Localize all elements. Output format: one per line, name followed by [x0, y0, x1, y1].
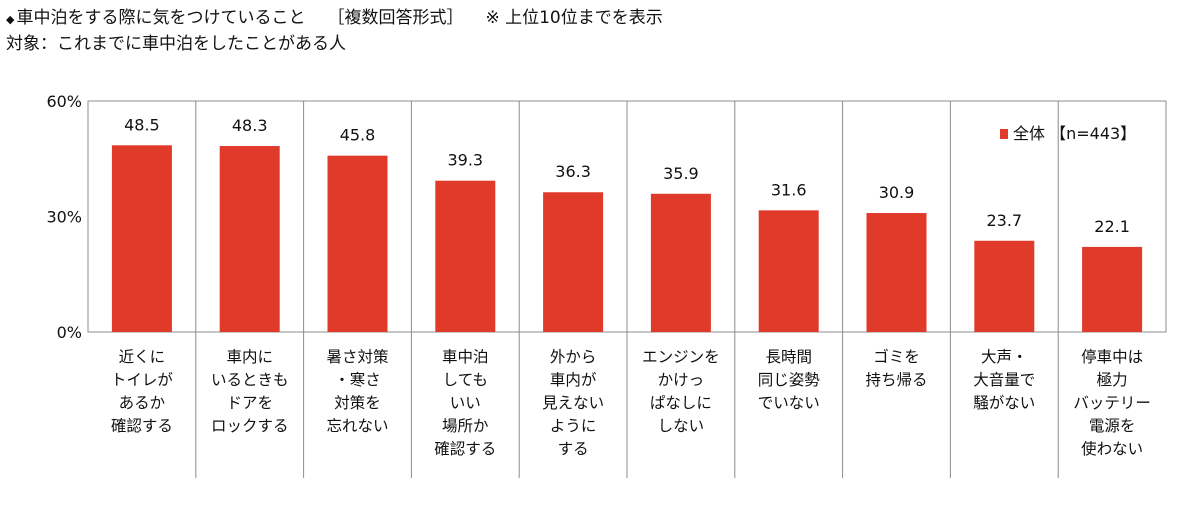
category-label-line: 長時間: [765, 348, 812, 366]
category-label: 停車中は極力バッテリー電源を使わない: [1073, 348, 1151, 458]
category-label-line: 確認する: [434, 440, 496, 458]
category-label-line: 暑さ対策: [326, 348, 388, 366]
value-label: 31.6: [771, 180, 807, 199]
bar: [866, 213, 927, 332]
category-label-line: ゴミを: [873, 347, 920, 366]
category-label-line: 持ち帰る: [865, 371, 927, 389]
display-note: ※ 上位10位までを表示: [485, 8, 663, 28]
value-label: 39.3: [447, 151, 483, 170]
category-label-line: ように: [550, 417, 597, 435]
category-label-line: 大声・: [981, 348, 1028, 366]
category-label: エンジンをかけっぱなしにしない: [642, 348, 720, 435]
category-label: 近くにトイレがあるか確認する: [111, 348, 174, 435]
bar: [650, 193, 711, 332]
bar: [111, 145, 172, 332]
value-label: 30.9: [879, 183, 915, 202]
category-label-line: 外から: [550, 348, 597, 366]
category-label-line: 車内に: [226, 348, 273, 366]
target-description: 対象：これまでに車中泊をしたことがある人: [6, 34, 346, 54]
category-label-line: 大音量で: [973, 371, 1035, 389]
category-label: ゴミを持ち帰る: [865, 347, 927, 389]
category-label-line: ・寒さ: [334, 370, 381, 389]
legend-swatch: [1000, 129, 1008, 139]
bar: [543, 192, 604, 332]
category-label-line: トイレが: [111, 371, 174, 389]
category-label-line: 見えない: [542, 394, 604, 412]
value-label: 23.7: [986, 211, 1022, 230]
category-label: 車中泊してもいい場所か確認する: [434, 348, 496, 458]
diamond-icon: ◆: [6, 13, 15, 26]
category-label: 車内にいるときもドアをロックする: [211, 348, 289, 435]
title-line: ◆ 車中泊をする際に気をつけていること ［複数回答形式］ ※ 上位10位までを表…: [6, 6, 1186, 32]
bar: [1082, 246, 1143, 332]
category-label-line: しない: [658, 417, 705, 435]
category-label-line: かけっ: [658, 371, 705, 389]
category-label-line: 使わない: [1081, 440, 1143, 458]
category-label-line: バッテリー: [1073, 394, 1151, 412]
bar: [974, 240, 1035, 332]
category-label: 暑さ対策・寒さ対策を忘れない: [326, 348, 388, 435]
bar: [435, 180, 496, 332]
category-label-line: する: [558, 440, 589, 458]
bar: [219, 146, 280, 332]
category-label-line: 確認する: [111, 417, 173, 435]
value-label: 22.1: [1094, 217, 1130, 236]
category-label: 大声・大音量で騒がない: [973, 348, 1035, 412]
plot-area: 0% 30% 60% 48.5 近くにトイレがあるか確認する 48.3 車内にいるときもドア…: [46, 92, 1167, 478]
category-label-line: 忘れない: [326, 417, 388, 435]
category-label: 外から車内が見えないようにする: [542, 348, 604, 458]
category-label-line: 車中泊: [442, 348, 489, 366]
category-label-line: 近くに: [119, 348, 166, 366]
category-label-line: でいない: [758, 394, 820, 412]
category-label-line: 場所か: [442, 417, 489, 435]
legend-label: 全体 【n=443】: [1013, 124, 1136, 143]
category-label-line: 同じ姿勢: [758, 371, 821, 389]
category-label-line: ぱなしに: [650, 394, 712, 412]
y-tick-label: 0%: [57, 323, 82, 342]
category-label-line: あるか: [119, 394, 166, 412]
category-label-line: 車内が: [550, 371, 597, 389]
category-label-line: しても: [443, 371, 488, 389]
chart-header: ◆ 車中泊をする際に気をつけていること ［複数回答形式］ ※ 上位10位までを表…: [6, 6, 1186, 56]
value-label: 36.3: [555, 162, 591, 181]
category-label-line: いるときも: [211, 371, 289, 389]
answer-type: ［複数回答形式］: [327, 8, 464, 28]
category-label-line: 対策を: [334, 394, 381, 412]
category-label-line: エンジンを: [642, 348, 720, 366]
category-label-line: 停車中は: [1081, 348, 1143, 366]
category-label: 長時間同じ姿勢でいない: [758, 348, 821, 412]
chart-title: 車中泊をする際に気をつけていること: [16, 8, 306, 28]
value-label: 35.9: [663, 164, 699, 183]
category-label-line: いい: [450, 394, 481, 412]
y-tick-label: 30%: [46, 208, 82, 227]
category-label-line: ドアを: [226, 394, 273, 412]
category-label-line: 騒がない: [973, 394, 1035, 412]
category-label-line: ロックする: [211, 417, 289, 435]
value-label: 45.8: [340, 126, 376, 145]
value-label: 48.5: [124, 115, 160, 134]
category-label-line: 電源を: [1089, 417, 1136, 435]
category-label-line: 極力: [1097, 371, 1128, 389]
bar: [327, 155, 388, 332]
bar: [758, 210, 819, 332]
y-tick-label: 60%: [46, 92, 82, 111]
value-label: 48.3: [232, 116, 268, 135]
